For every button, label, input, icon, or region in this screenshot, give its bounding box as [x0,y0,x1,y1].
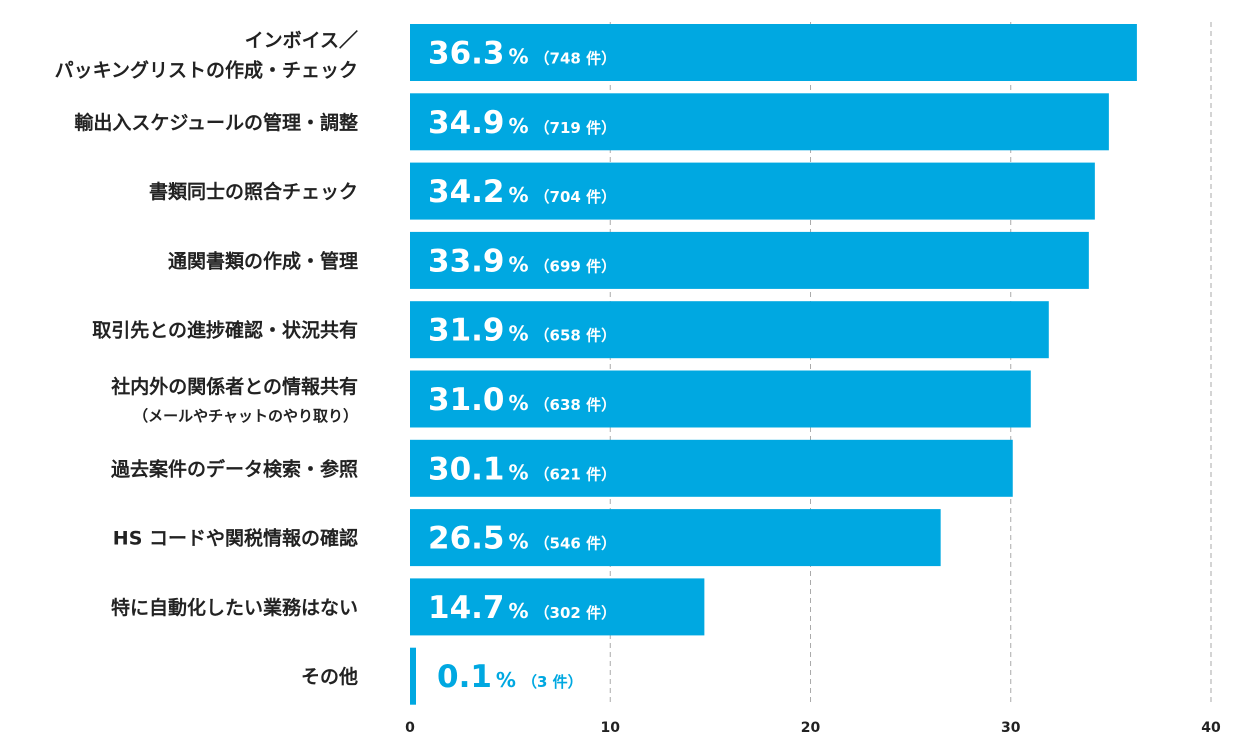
value-label: 14.7% （302 件） [428,590,616,626]
category-label: 社内外の関係者との情報共有（メールやチャットのやり取り） [110,375,358,425]
category-label-layer: インボイス／パッキングリストの作成・チェック輸出入スケジュールの管理・調整書類同… [55,29,358,689]
value-label: 34.9% （719 件） [428,105,616,141]
category-label: 通関書類の作成・管理 [168,249,358,272]
value-label: 36.3% （748 件） [428,36,616,72]
category-label: 特に自動化したい業務はない [111,596,358,619]
category-label: 輸出入スケジュールの管理・調整 [74,111,358,134]
value-label: 30.1% （621 件） [428,451,616,487]
bar [410,509,941,567]
bar [410,93,1109,151]
bar [410,24,1137,81]
bar [410,231,1089,289]
bar [410,301,1049,359]
value-label: 31.9% （658 件） [428,313,616,349]
bar [410,439,1013,497]
category-label: HS コードや関税情報の確認 [113,527,358,550]
x-tick-label: 0 [405,720,415,736]
category-label: 取引先との進捗確認・状況共有 [92,319,358,342]
x-tick-label: 10 [601,720,621,736]
category-label: 書類同士の照合チェック [149,180,358,203]
x-tick-label: 30 [1001,720,1021,736]
bar [410,370,1031,428]
bar-layer: 36.3% （748 件） 34.9% （719 件） 34.2% （704 件） 33.9… [410,24,1137,705]
value-label: 33.9% （699 件） [428,243,616,279]
category-label: インボイス／パッキングリストの作成・チェック [55,29,358,82]
category-label: 過去案件のデータ検索・参照 [111,457,358,480]
value-label: 34.2% （704 件） [428,174,616,210]
bar [410,162,1095,220]
category-label: その他 [301,665,358,688]
bar [410,647,416,705]
value-label: 31.0% （638 件） [428,382,616,418]
x-tick-label: 40 [1201,720,1221,736]
bar [410,578,705,636]
value-label: 0.1% （3 件） [437,659,583,695]
x-tick-label: 20 [801,720,821,736]
value-label: 26.5% （546 件） [428,521,616,557]
x-axis-ticks: 0 10 20 30 40 [405,720,1221,736]
